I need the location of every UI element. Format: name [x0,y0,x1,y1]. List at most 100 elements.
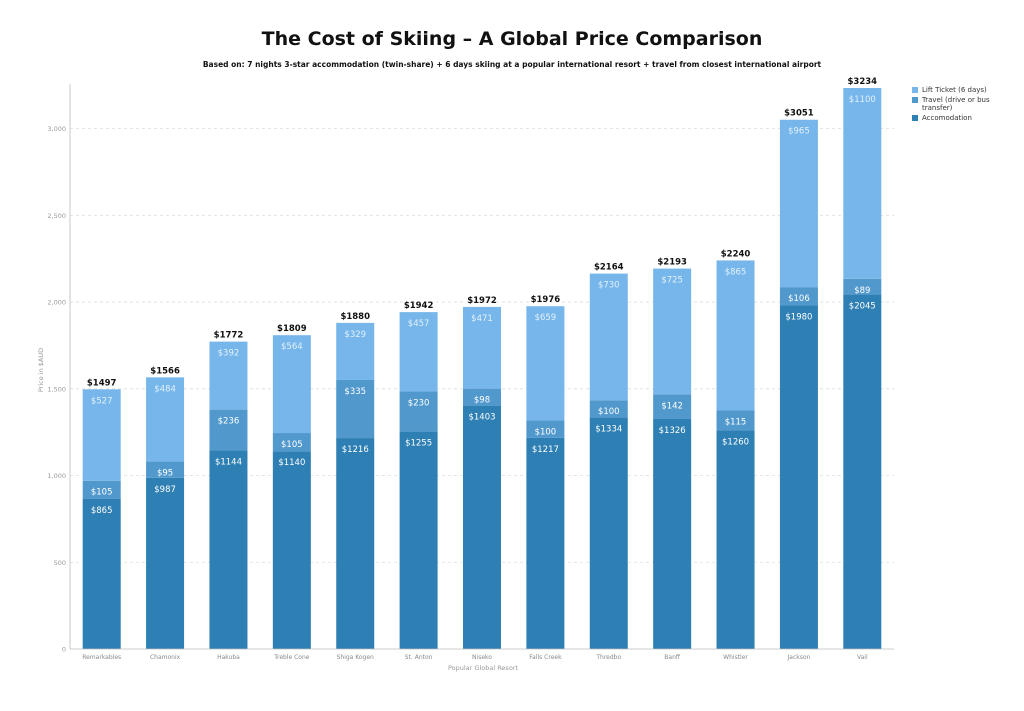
total-label: $1566 [150,366,180,376]
value-label-travel-drive-or-bus-transfer: $89 [854,286,870,296]
value-label-accomodation: $1334 [595,425,622,435]
chart-subtitle: Based on: 7 nights 3-star accommodation … [202,60,822,69]
value-label-accomodation: $1140 [278,458,305,468]
legend: Lift Ticket (6 days) Travel (drive or bu… [912,86,1022,124]
value-label-travel-drive-or-bus-transfer: $95 [157,468,173,478]
legend-swatch-travel [912,97,918,103]
grid-lines [70,128,894,563]
total-label: $1809 [277,324,307,334]
value-label-travel-drive-or-bus-transfer: $105 [91,488,113,498]
bar-segment-accomodation [779,305,818,649]
y-tick-label: 500 [54,559,66,567]
bar-segment-travel-drive-or-bus-transfer [653,394,692,419]
value-labels: $865 $105 $527 $1497 $987 $95 $484 $1566 $1144 $2… [87,77,877,516]
total-label: $1976 [531,295,561,305]
value-label-travel-drive-or-bus-transfer: $105 [281,440,303,450]
value-label-lift-ticket-6-days: $730 [598,281,620,291]
total-label: $3051 [784,109,814,119]
x-tick-label: Chamonix [150,654,181,661]
total-label: $1942 [404,301,434,311]
legend-swatch-accomodation [912,115,918,121]
total-label: $3234 [848,77,878,87]
bar-segment-lift-ticket-6-days [336,322,375,380]
y-tick-label: 0 [62,646,66,654]
legend-label-accomodation: Accomodation [922,114,972,122]
bar-segment-travel-drive-or-bus-transfer [779,287,818,306]
y-tick-label: 1,500 [47,385,66,393]
value-label-lift-ticket-6-days: $329 [344,330,366,340]
value-label-lift-ticket-6-days: $527 [91,396,113,406]
bar-segment-lift-ticket-6-days [653,268,692,395]
bar-segment-lift-ticket-6-days [463,306,501,389]
total-label: $1880 [340,312,370,322]
value-label-lift-ticket-6-days: $1100 [849,95,876,105]
y-tick-label: 2,000 [47,299,66,307]
legend-item-accomodation: Accomodation [912,114,1022,122]
bar-segment-lift-ticket-6-days [779,119,818,288]
bar-segment-travel-drive-or-bus-transfer [209,409,248,451]
bar-segment-travel-drive-or-bus-transfer [463,388,501,406]
y-axis-label: Price in $AUD [37,348,45,392]
bar-segment-accomodation [589,417,628,649]
bar-segment-travel-drive-or-bus-transfer [336,379,375,439]
total-label: $1972 [467,296,497,306]
bar-segment-travel-drive-or-bus-transfer [399,391,438,432]
value-label-accomodation: $1260 [722,437,749,447]
value-label-lift-ticket-6-days: $564 [281,342,303,352]
x-tick-label: Thredbo [595,654,621,661]
bar-segment-accomodation [653,418,692,649]
value-label-lift-ticket-6-days: $484 [154,384,176,394]
bar-segment-lift-ticket-6-days [716,260,755,411]
bar-segment-accomodation [843,294,882,649]
y-tick-label: 2,500 [47,212,66,220]
bar-segment-lift-ticket-6-days [82,389,121,481]
value-label-travel-drive-or-bus-transfer: $115 [725,417,747,427]
value-label-lift-ticket-6-days: $471 [471,314,493,324]
y-tick-label: 3,000 [47,125,66,133]
value-label-accomodation: $1216 [342,445,369,455]
total-label: $2164 [594,263,624,273]
value-label-accomodation: $1144 [215,458,242,468]
x-tick-label: Vail [857,654,868,661]
bar-segment-travel-drive-or-bus-transfer [82,480,121,499]
x-tick-label: Banff [664,654,681,661]
x-tick-label: St. Anton [405,654,433,661]
value-label-travel-drive-or-bus-transfer: $100 [598,407,620,417]
x-tick-label: Niseko [472,654,492,661]
x-tick-label: Treble Cone [273,654,310,661]
bar-segment-lift-ticket-6-days [526,306,565,421]
bar-segment-lift-ticket-6-days [843,88,882,279]
total-label: $2240 [721,249,751,259]
bar-segment-travel-drive-or-bus-transfer [526,420,565,438]
legend-item-travel: Travel (drive or bus transfer) [912,96,1022,112]
bar-segment-lift-ticket-6-days [589,273,628,401]
bar-segment-travel-drive-or-bus-transfer [272,433,311,452]
bar-segment-lift-ticket-6-days [399,312,438,392]
value-label-accomodation: $1980 [785,313,812,323]
bar-segment-travel-drive-or-bus-transfer [716,410,755,431]
bar-segment-accomodation [272,451,311,649]
value-label-lift-ticket-6-days: $392 [218,349,240,359]
bar-segment-accomodation [146,477,185,649]
x-tick-label: Shiga Kogen [337,654,374,661]
value-label-travel-drive-or-bus-transfer: $142 [661,401,683,411]
value-label-accomodation: $1255 [405,438,432,448]
axes: 0 500 1,000 1,500 2,000 2,500 3,000 Remarkables… [47,84,894,661]
total-label: $2193 [657,258,687,268]
bar-segment-travel-drive-or-bus-transfer [589,400,628,418]
x-tick-label: Remarkables [82,654,121,661]
value-label-lift-ticket-6-days: $965 [788,127,810,137]
x-tick-label: Falls Creek [529,654,562,661]
value-label-accomodation: $1326 [659,426,686,436]
value-label-accomodation: $987 [154,485,176,495]
value-label-travel-drive-or-bus-transfer: $98 [474,396,490,406]
total-label: $1497 [87,378,117,388]
value-label-lift-ticket-6-days: $659 [535,313,557,323]
bar-segment-travel-drive-or-bus-transfer [146,461,185,478]
value-label-accomodation: $1403 [468,413,495,423]
value-label-accomodation: $2045 [849,301,876,311]
bar-segment-lift-ticket-6-days [146,377,185,462]
legend-item-lift-ticket: Lift Ticket (6 days) [912,86,1022,94]
total-label: $1772 [214,331,244,341]
